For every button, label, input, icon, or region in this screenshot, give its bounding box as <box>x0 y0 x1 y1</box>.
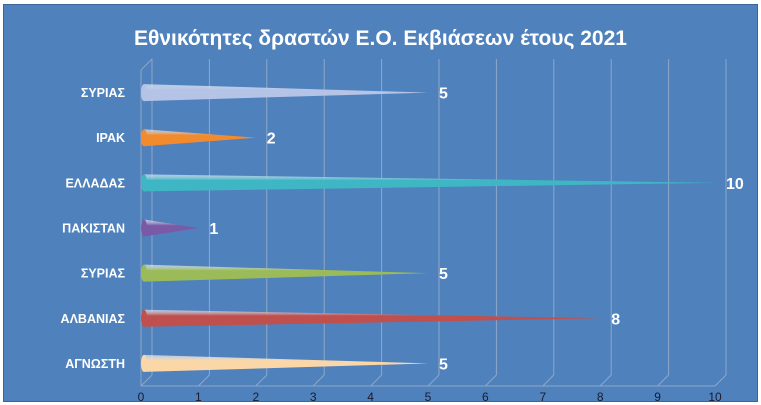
data-label: 5 <box>439 356 448 373</box>
plot-back-wall <box>140 58 727 387</box>
floor-gridline <box>427 374 440 387</box>
floor-gridline <box>599 374 612 387</box>
floor-gridline <box>370 374 382 387</box>
bar <box>144 309 601 327</box>
category-label: ΣΥΡΙΑΣ <box>81 86 126 100</box>
x-tick-label: 0 <box>138 390 145 404</box>
chart-title: Εθνικότητες δραστών Ε.Ο. Εκβιάσεων έτους… <box>134 27 627 50</box>
bar <box>144 219 199 237</box>
x-tick-label: 1 <box>195 390 202 404</box>
x-tick-label: 10 <box>708 390 722 404</box>
data-label: 10 <box>726 176 744 193</box>
bar <box>144 174 715 192</box>
x-tick-label: 9 <box>654 390 661 404</box>
x-tick-label: 4 <box>367 390 374 404</box>
floor-gridline <box>312 374 325 387</box>
bar <box>144 84 428 102</box>
data-label: 1 <box>209 221 218 238</box>
floor-gridline <box>255 374 268 387</box>
x-tick-label: 8 <box>597 390 604 404</box>
category-label: ΕΛΛΑΔΑΣ <box>65 176 125 190</box>
chart-area <box>3 4 758 402</box>
data-label: 5 <box>439 266 448 283</box>
bar <box>144 354 428 372</box>
floor-gridline <box>198 374 210 387</box>
bar-base <box>141 309 147 327</box>
x-tick-label: 2 <box>252 390 259 404</box>
floor-gridline <box>485 374 497 387</box>
bar-base <box>141 84 147 102</box>
floor-gridline <box>542 374 555 387</box>
category-label: ΑΓΝΩΣΤΗ <box>65 357 125 371</box>
bar-base <box>141 354 147 372</box>
axis-line <box>140 58 153 71</box>
bar-base <box>141 129 147 147</box>
category-label: ΣΥΡΙΑΣ <box>81 267 126 281</box>
x-axis-ticks: 0 1 2 3 4 5 6 7 8 9 10 <box>138 390 722 404</box>
category-label: ΠΑΚΙΣΤΑΝ <box>62 222 125 236</box>
floor-gridline <box>657 374 669 387</box>
category-label: ΙΡΑΚ <box>96 131 125 145</box>
x-tick-label: 6 <box>482 390 489 404</box>
bar-base <box>141 219 147 237</box>
x-tick-label: 7 <box>539 390 546 404</box>
category-label: ΑΛΒΑΝΙΑΣ <box>61 312 126 326</box>
data-label: 8 <box>611 311 620 328</box>
bar-base <box>141 264 147 282</box>
bar-base <box>141 174 147 192</box>
x-tick-label: 3 <box>310 390 317 404</box>
data-label: 5 <box>439 86 448 103</box>
x-tick-label: 5 <box>425 390 432 404</box>
data-label: 2 <box>267 131 276 148</box>
bar <box>144 264 428 282</box>
floor-gridline <box>140 374 153 387</box>
floor-gridline <box>714 374 727 387</box>
bar <box>144 129 256 147</box>
